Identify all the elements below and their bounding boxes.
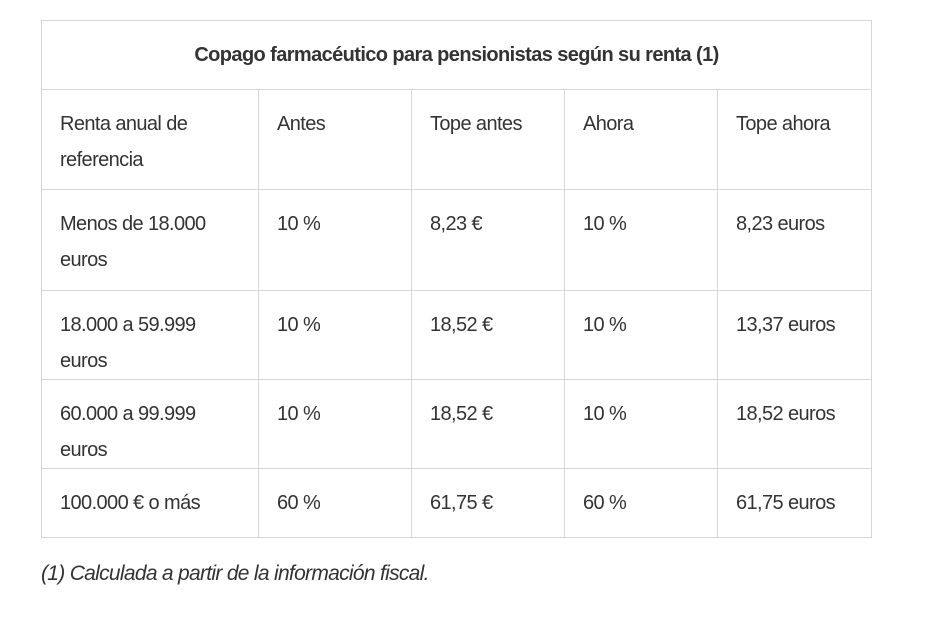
table-cell: 61,75 € (411, 468, 565, 538)
copago-table: Copago farmacéutico para pensionistas se… (41, 20, 872, 538)
table-cell: Menos de 18.000 euros (41, 189, 259, 291)
table-row: 100.000 € o más 60 % 61,75 € 60 % 61,75 … (41, 468, 872, 538)
table-row: Menos de 18.000 euros 10 % 8,23 € 10 % 8… (41, 189, 872, 291)
column-header-tope-ahora: Tope ahora (717, 89, 872, 190)
table-cell: 8,23 € (411, 189, 565, 291)
table-cell: 60.000 a 99.999 euros (41, 379, 259, 469)
table-cell: 18,52 € (411, 379, 565, 469)
table-cell: 10 % (564, 189, 718, 291)
header-row: Renta anual de referencia Antes Tope ant… (41, 89, 872, 190)
table-cell: 13,37 euros (717, 290, 872, 380)
table-row: 18.000 a 59.999 euros 10 % 18,52 € 10 % … (41, 290, 872, 380)
table-cell: 10 % (258, 379, 412, 469)
table-cell: 100.000 € o más (41, 468, 259, 538)
table-cell: 10 % (258, 189, 412, 291)
table-cell: 61,75 euros (717, 468, 872, 538)
table-cell: 10 % (564, 379, 718, 469)
column-header-antes: Antes (258, 89, 412, 190)
column-header-renta: Renta anual de referencia (41, 89, 259, 190)
table-row: 60.000 a 99.999 euros 10 % 18,52 € 10 % … (41, 379, 872, 469)
table-cell: 10 % (564, 290, 718, 380)
table-cell: 18.000 a 59.999 euros (41, 290, 259, 380)
table-cell: 8,23 euros (717, 189, 872, 291)
caption-row: Copago farmacéutico para pensionistas se… (41, 20, 872, 90)
table-cell: 60 % (564, 468, 718, 538)
table-caption: Copago farmacéutico para pensionistas se… (41, 20, 872, 90)
column-header-ahora: Ahora (564, 89, 718, 190)
table-cell: 18,52 euros (717, 379, 872, 469)
table-cell: 18,52 € (411, 290, 565, 380)
table-cell: 10 % (258, 290, 412, 380)
column-header-tope-antes: Tope antes (411, 89, 565, 190)
footnote: (1) Calculada a partir de la información… (41, 562, 429, 585)
copago-table-container: Copago farmacéutico para pensionistas se… (41, 20, 872, 538)
table-cell: 60 % (258, 468, 412, 538)
